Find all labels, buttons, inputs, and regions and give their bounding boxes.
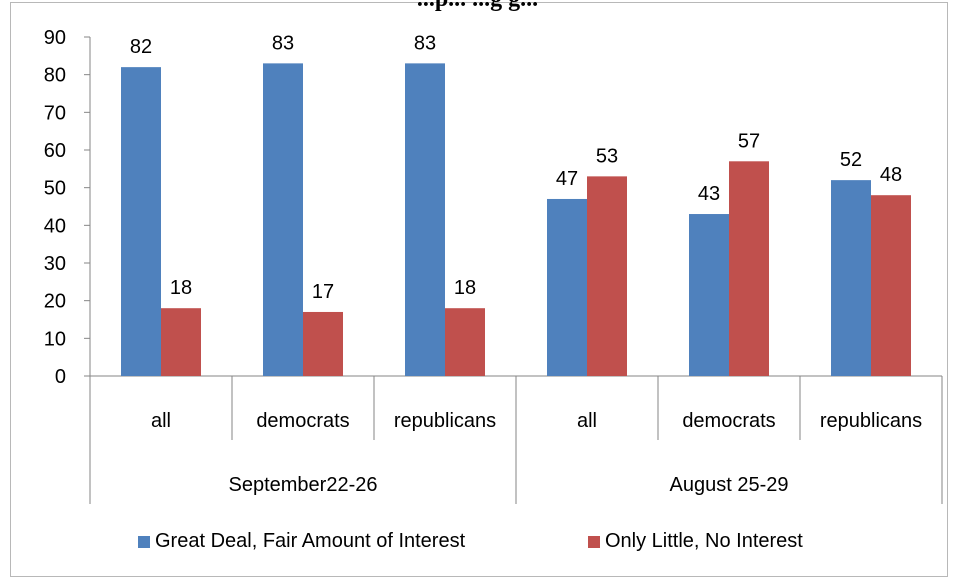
bar-only-little [729,161,769,376]
data-label: 83 [272,32,294,54]
data-label: 43 [698,183,720,205]
bar-great-deal [121,67,161,376]
y-tick-label: 30 [44,253,66,275]
chart-title: ...p... ...g g... [0,0,955,13]
bar-great-deal [547,198,587,376]
data-label: 17 [312,281,334,303]
y-tick-label: 40 [44,215,66,237]
legend-swatch [138,536,150,548]
bar-only-little [161,308,201,376]
category-label: democrats [256,410,349,432]
chart-frame [10,2,948,577]
bar-only-little [587,176,627,376]
group-label: August 25-29 [670,474,789,496]
data-label: 18 [454,277,476,299]
bar-great-deal [689,214,729,376]
data-label: 57 [738,130,760,152]
legend-label: Only Little, No Interest [605,530,803,552]
y-tick-label: 70 [44,102,66,124]
category-label: republicans [394,410,496,432]
bar-only-little [303,311,343,376]
category-label: republicans [820,410,922,432]
data-label: 48 [880,164,902,186]
data-label: 47 [556,168,578,190]
y-tick-label: 20 [44,291,66,313]
y-tick-label: 0 [55,366,66,388]
data-label: 53 [596,145,618,167]
legend-swatch [588,536,600,548]
data-label: 82 [130,36,152,58]
data-label: 18 [170,277,192,299]
bar-great-deal [263,63,303,376]
y-tick-label: 10 [44,328,66,350]
bar-great-deal [831,180,871,376]
data-label: 83 [414,32,436,54]
category-label: all [151,410,171,432]
bar-only-little [445,308,485,376]
y-tick-label: 60 [44,140,66,162]
y-tick-label: 50 [44,178,66,200]
legend-label: Great Deal, Fair Amount of Interest [155,530,466,552]
data-label: 52 [840,149,862,171]
group-label: September22-26 [229,474,378,496]
y-tick-label: 90 [44,27,66,49]
bar-only-little [871,195,911,376]
category-label: democrats [682,410,775,432]
y-tick-label: 80 [44,65,66,87]
category-label: all [577,410,597,432]
bar-great-deal [405,63,445,376]
